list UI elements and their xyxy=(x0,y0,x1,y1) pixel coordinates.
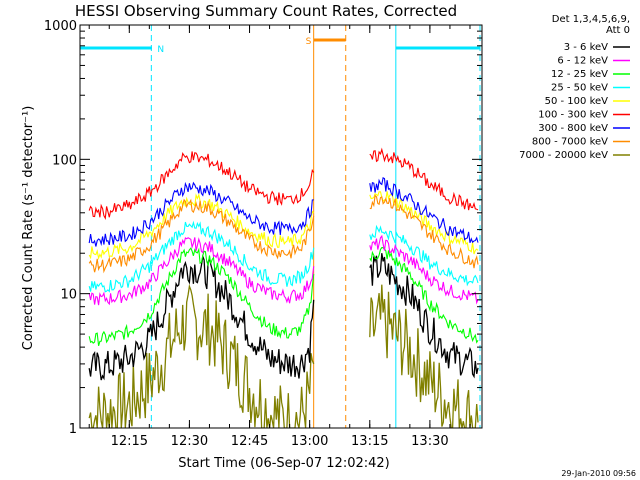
y-axis-label: Corrected Count Rate (s⁻¹ detector⁻¹) xyxy=(21,106,36,351)
x-tick-label: 13:30 xyxy=(411,434,448,449)
y-tick-label: 1000 xyxy=(44,19,77,34)
series-line-100-300-kev xyxy=(88,151,315,220)
series-line-300-800-kev xyxy=(88,181,314,247)
legend-entry-label: 6 - 12 keV xyxy=(557,56,608,67)
y-tick-label: 1 xyxy=(69,422,77,437)
observing-markers: NS xyxy=(80,25,481,428)
series-line-3-6-kev xyxy=(88,254,315,381)
legend-entry-label: 3 - 6 keV xyxy=(564,42,608,53)
axes: 12:15 12:30 12:45 13:00 13:15 13:30 1 10 100 1000 xyxy=(44,19,482,449)
series-line-7000-20000-kev xyxy=(88,283,315,428)
series-line-25-50-kev xyxy=(88,220,315,293)
series-line-3-6-kev xyxy=(369,253,479,379)
x-axis-label: Start Time (06-Sep-07 12:02:42) xyxy=(178,456,389,471)
x-tick-label: 12:15 xyxy=(111,434,148,449)
legend-entry-label: 50 - 100 keV xyxy=(545,96,609,107)
legend-header: Det 1,3,4,5,6,9,Att 0 xyxy=(552,14,630,36)
series-line-6-12-kev xyxy=(369,234,479,305)
legend-entry-label: 800 - 7000 keV xyxy=(532,137,608,148)
series-layer xyxy=(88,147,479,428)
legend-entry-label: 12 - 25 keV xyxy=(551,69,608,80)
x-tick-label: 12:45 xyxy=(231,434,268,449)
x-tick-label: 13:00 xyxy=(291,434,328,449)
chart-title: HESSI Observing Summary Count Rates, Cor… xyxy=(75,2,457,20)
x-tick-label: 12:30 xyxy=(171,434,208,449)
legend-entry-label: 300 - 800 keV xyxy=(538,123,608,134)
series-line-300-800-kev xyxy=(369,176,479,244)
x-tick-label: 13:15 xyxy=(351,434,388,449)
series-line-7000-20000-kev xyxy=(369,284,479,428)
series-line-6-12-kev xyxy=(88,237,315,306)
series-line-50-100-kev xyxy=(369,191,479,255)
legend-entry-label: 100 - 300 keV xyxy=(538,110,608,121)
plot-frame xyxy=(79,24,483,429)
legend-header-line: Det 1,3,4,5,6,9, xyxy=(552,14,630,25)
legend-entry-label: 25 - 50 keV xyxy=(551,83,608,94)
series-line-12-25-kev xyxy=(88,247,315,346)
legend-entry-label: 7000 - 20000 keV xyxy=(519,150,608,161)
series-line-800-7000-kev xyxy=(369,194,479,269)
footer-timestamp: 29-Jan-2010 09:56 xyxy=(561,469,636,478)
series-line-25-50-kev xyxy=(369,224,479,287)
y-tick-label: 100 xyxy=(52,153,77,168)
series-line-100-300-kev xyxy=(369,147,479,211)
marker-label: S xyxy=(306,37,312,47)
series-line-12-25-kev xyxy=(369,247,479,344)
legend-header-line: Att 0 xyxy=(606,25,630,36)
marker-label: N xyxy=(157,45,164,55)
y-tick-label: 10 xyxy=(60,288,77,303)
series-line-800-7000-kev xyxy=(88,198,315,274)
legend: 3 - 6 keV 6 - 12 keV 12 - 25 keV 25 - 50 ke… xyxy=(519,42,630,161)
